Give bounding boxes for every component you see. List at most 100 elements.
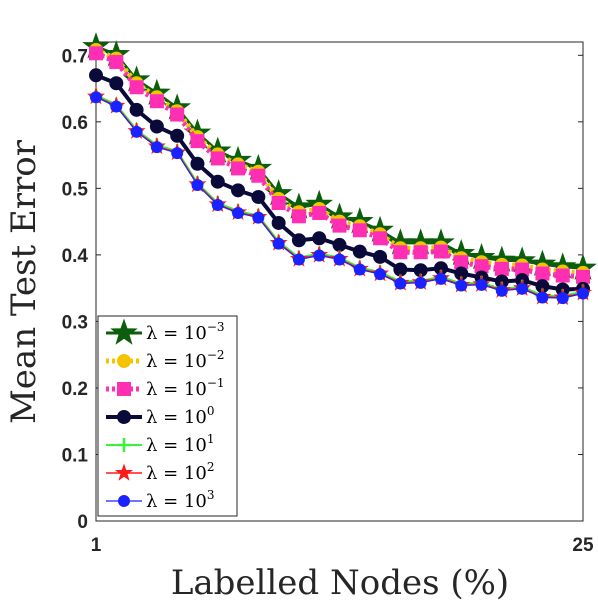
legend-entry-1: λ = 10−3	[106, 318, 225, 345]
data-point	[170, 107, 185, 122]
data-point	[353, 263, 366, 276]
legend-marker	[110, 318, 138, 345]
data-point	[413, 245, 428, 260]
legend-marker	[117, 382, 131, 396]
data-point	[190, 156, 205, 171]
legend-label: λ = 103	[146, 488, 214, 512]
data-point	[130, 125, 143, 138]
data-point	[576, 269, 590, 284]
data-point	[313, 249, 326, 262]
data-point	[190, 134, 205, 149]
legend-label: λ = 10−3	[146, 320, 225, 344]
data-point	[555, 268, 570, 283]
legend-marker	[117, 438, 131, 452]
data-point	[291, 209, 306, 224]
data-point	[251, 168, 266, 183]
data-point	[556, 292, 569, 305]
data-point	[171, 147, 184, 160]
legend-entry-4: λ = 100	[106, 404, 214, 428]
axes: 0 0.1 0.2 0.3 0.4 0.5 0.6 0.7 1 25	[62, 42, 594, 556]
data-point	[352, 244, 367, 259]
data-point	[292, 253, 305, 266]
legend-entry-2: λ = 10−2	[106, 348, 225, 372]
data-point	[252, 211, 265, 224]
y-axis-title: Mean Test Error	[4, 139, 44, 424]
data-point	[577, 287, 589, 300]
data-point	[109, 54, 124, 69]
data-point	[291, 233, 306, 248]
series-3	[89, 46, 590, 284]
legend: λ = 10−3 λ = 10−2 λ = 10−1 λ = 100 λ = 101 λ …	[97, 315, 238, 517]
y-tick-label: 0.6	[62, 113, 88, 134]
y-tick-label: 0.2	[62, 379, 88, 400]
data-point	[494, 261, 509, 276]
data-point	[89, 46, 103, 61]
data-point	[536, 291, 549, 304]
data-point	[232, 206, 245, 219]
data-point	[516, 282, 529, 295]
data-point	[89, 68, 103, 83]
legend-label: λ = 10−1	[146, 376, 225, 400]
data-point	[149, 94, 164, 109]
legend-entry-7: λ = 103	[106, 488, 214, 512]
data-point	[312, 231, 327, 246]
data-point	[352, 223, 367, 238]
legend-entry-5: λ = 101	[106, 432, 214, 456]
data-point	[394, 277, 407, 290]
data-point	[374, 268, 387, 281]
legend-entry-6: λ = 102	[106, 460, 214, 484]
data-point	[231, 161, 246, 176]
data-point	[393, 245, 408, 260]
data-point	[231, 183, 246, 198]
legend-marker	[118, 495, 130, 507]
data-point	[433, 244, 448, 259]
data-point	[373, 231, 388, 246]
data-point	[90, 91, 102, 104]
data-point	[210, 151, 225, 166]
data-point	[251, 190, 266, 205]
x-tick-label: 1	[91, 535, 102, 556]
legend-label: λ = 100	[146, 404, 214, 428]
legend-label: λ = 101	[146, 432, 214, 456]
data-point	[434, 272, 447, 285]
data-point	[535, 266, 550, 281]
data-point	[455, 279, 468, 292]
data-point	[170, 128, 185, 143]
data-point	[271, 195, 286, 210]
legend-label: λ = 102	[146, 460, 214, 484]
legend-marker	[114, 463, 134, 481]
y-tick-label: 0	[77, 512, 88, 533]
data-point	[272, 237, 285, 250]
data-point	[333, 253, 346, 266]
y-tick-label: 0.1	[62, 445, 89, 466]
y-tick-label: 0.5	[62, 179, 89, 200]
series-layer	[82, 32, 597, 306]
x-axis-title: Labelled Nodes (%)	[171, 563, 509, 603]
legend-label: λ = 10−2	[146, 348, 225, 372]
data-point	[191, 179, 204, 192]
data-point	[373, 249, 388, 264]
series-7	[90, 91, 589, 305]
data-point	[129, 80, 144, 95]
x-tick-label: 25	[572, 535, 594, 556]
data-point	[129, 102, 144, 117]
data-point	[271, 215, 286, 230]
y-tick-label: 0.7	[62, 46, 88, 67]
legend-marker	[117, 354, 131, 368]
y-tick-label: 0.4	[62, 246, 89, 267]
data-point	[495, 284, 508, 297]
data-point	[210, 174, 225, 189]
data-point	[312, 205, 327, 220]
data-point	[149, 119, 164, 134]
y-tick-label: 0.3	[62, 312, 88, 333]
legend-marker	[117, 410, 131, 424]
data-point	[110, 100, 123, 113]
data-point	[211, 198, 224, 211]
data-point	[109, 76, 124, 91]
legend-entry-3: λ = 10−1	[106, 376, 225, 400]
data-point	[475, 278, 488, 291]
data-point	[414, 276, 427, 289]
data-point	[150, 141, 163, 154]
data-point	[332, 218, 347, 233]
